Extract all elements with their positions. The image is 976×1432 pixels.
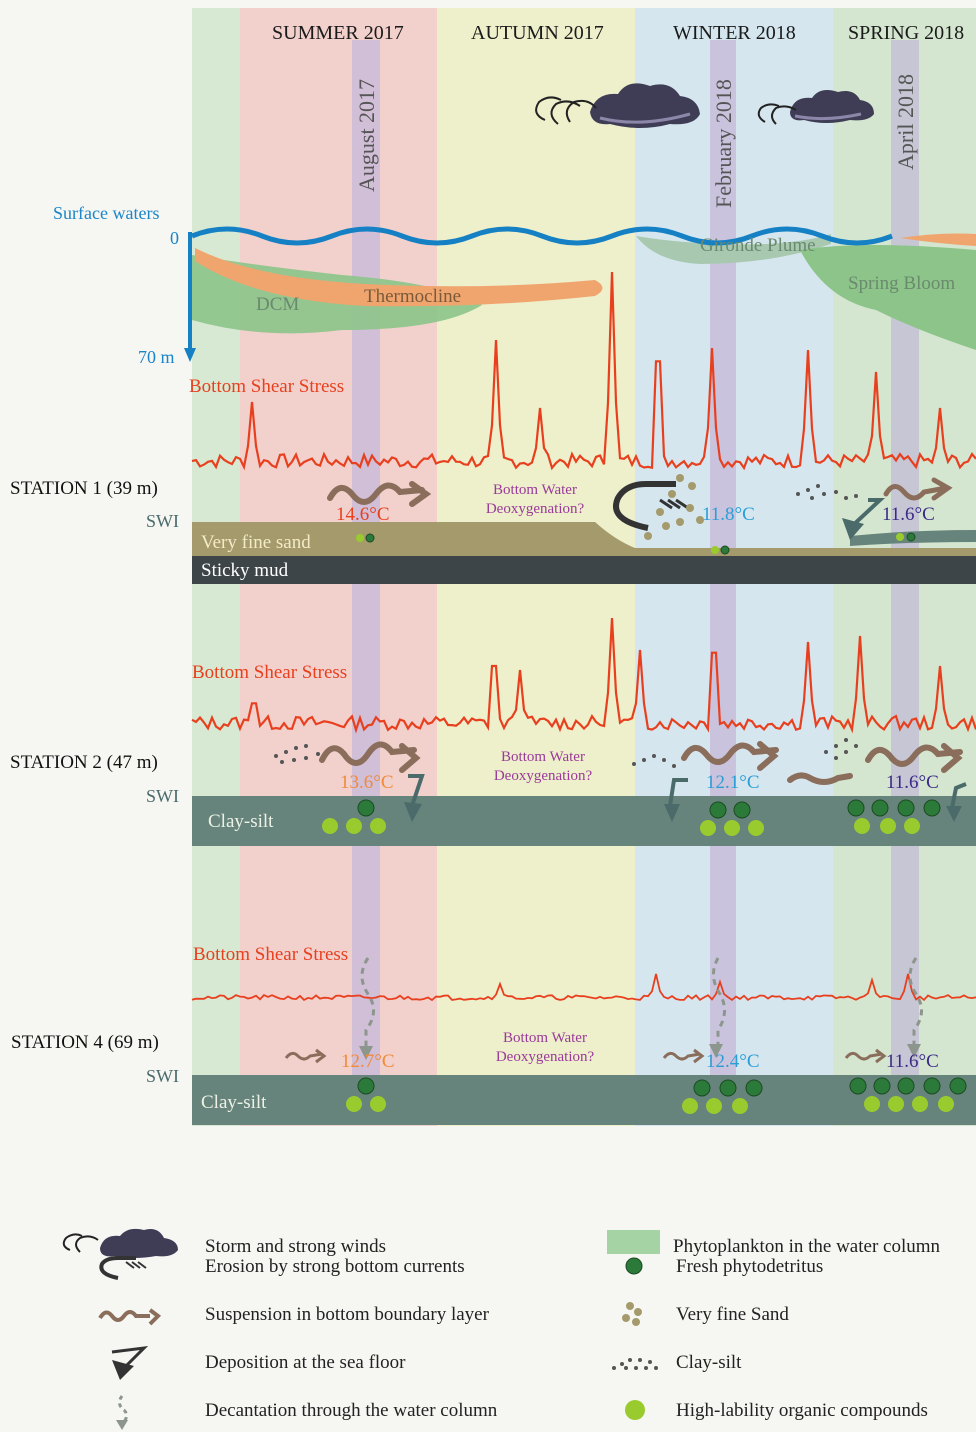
organic-circle-icon bbox=[625, 1400, 645, 1420]
legend-deposition-label: Deposition at the sea floor bbox=[205, 1352, 406, 1373]
spring-bloom-layer bbox=[800, 245, 976, 350]
depth-axis-arrowhead bbox=[184, 348, 196, 362]
clay-dots-icon bbox=[612, 1358, 658, 1370]
station-2-sediment-label: Clay-silt bbox=[208, 811, 274, 832]
station-1-temp-winter: 11.8°C bbox=[702, 504, 755, 525]
station-1-temp-spring: 11.6°C bbox=[882, 504, 935, 525]
wavy-arrow-icon bbox=[883, 477, 953, 501]
sand-dots-icon bbox=[622, 1302, 642, 1326]
erosion-arrow-icon bbox=[613, 481, 689, 531]
gironde-plume-layer bbox=[636, 234, 831, 264]
wavy-arrow-icon bbox=[327, 481, 432, 507]
station-1-label: STATION 1 (39 m) bbox=[10, 478, 158, 499]
legend-organic-label: High-lability organic compounds bbox=[676, 1400, 928, 1421]
thermocline-layer bbox=[195, 248, 603, 307]
station-4-deox-label: Bottom Water Deoxygenation? bbox=[495, 1030, 595, 1065]
legend-phytoplankton-label: Phytoplankton in the water column bbox=[673, 1236, 941, 1257]
phytodetritus-star-icon bbox=[625, 1257, 643, 1275]
surface-wave bbox=[191, 226, 893, 246]
station-2-clay-silt-layer bbox=[192, 796, 976, 846]
shear-stress-trace-station-4 bbox=[191, 973, 976, 1002]
depth-bottom-label: 70 m bbox=[138, 347, 175, 367]
deposition-arrow-icon bbox=[842, 498, 886, 540]
station-2-deox-label: Bottom Water Deoxygenation? bbox=[493, 749, 593, 784]
season-label-autumn: AUTUMN 2017 bbox=[471, 22, 604, 44]
dashed-arrow-heads bbox=[359, 1044, 921, 1060]
station-4-swi-label: SWI bbox=[146, 1066, 179, 1086]
dashed-arrow-icon bbox=[360, 957, 923, 1048]
wavy-arrow-icon bbox=[319, 741, 963, 785]
station-4-clay-silt-layer bbox=[192, 1075, 976, 1125]
month-label-april: April 2018 bbox=[893, 74, 918, 170]
organic-circle-icon bbox=[322, 533, 954, 1114]
station-1-swi-label: SWI bbox=[146, 511, 179, 531]
dcm-label: DCM bbox=[256, 294, 300, 315]
shear-stress-trace-station-2 bbox=[191, 617, 976, 734]
station-1-sand-layer bbox=[192, 522, 976, 558]
phytodetritus-star-icon bbox=[357, 532, 967, 1097]
season-label-winter: WINTER 2018 bbox=[673, 22, 796, 44]
clay-dots-icon bbox=[274, 738, 858, 768]
legend-clay-label: Clay-silt bbox=[676, 1352, 742, 1373]
wavy-arrow-icon bbox=[98, 1308, 162, 1326]
surface-waters-label: Surface waters bbox=[53, 203, 160, 223]
station-1-shear-label: Bottom Shear Stress bbox=[189, 376, 345, 397]
station-2-temp-spring: 11.6°C bbox=[886, 772, 939, 793]
deposition-arrow-icon bbox=[404, 774, 967, 822]
legend-storm-label: Storm and strong winds bbox=[205, 1236, 387, 1257]
spring-thermocline-layer bbox=[900, 233, 976, 246]
station-4-temp-summer: 12.7°C bbox=[341, 1051, 395, 1072]
storm-cloud-icon bbox=[757, 90, 874, 125]
station-4-temp-spring: 11.6°C bbox=[886, 1051, 939, 1072]
station-4-shear-label: Bottom Shear Stress bbox=[193, 944, 349, 965]
legend-erosion-label: Erosion by strong bottom currents bbox=[205, 1256, 465, 1277]
storm-cloud-icon bbox=[62, 1228, 178, 1258]
station-2-shear-label: Bottom Shear Stress bbox=[192, 662, 348, 683]
wavy-arrow-icon bbox=[284, 1048, 887, 1064]
clay-dots-icon bbox=[796, 484, 858, 500]
season-label-spring: SPRING 2018 bbox=[848, 22, 965, 44]
station-4-temp-winter: 12.4°C bbox=[706, 1051, 760, 1072]
thermocline-label: Thermocline bbox=[364, 286, 462, 307]
dashed-arrow-icon bbox=[116, 1395, 129, 1430]
phytoplankton-swatch-icon bbox=[607, 1230, 660, 1254]
season-label-summer: SUMMER 2017 bbox=[272, 22, 404, 44]
station-2-temp-summer: 13.6°C bbox=[340, 772, 394, 793]
station-2-temp-winter: 12.1°C bbox=[706, 772, 760, 793]
month-label-february: February 2018 bbox=[711, 79, 736, 208]
month-label-august: August 2017 bbox=[354, 78, 379, 192]
legend-decantation-label: Decantation through the water column bbox=[205, 1400, 498, 1421]
station-1-mud-layer bbox=[192, 556, 976, 584]
station-1-temp-summer: 14.6°C bbox=[336, 504, 390, 525]
depth-top-label: 0 bbox=[170, 228, 179, 248]
shear-stress-trace-station-1 bbox=[191, 271, 976, 471]
station-2-label: STATION 2 (47 m) bbox=[10, 752, 158, 773]
legend-sand-label: Very fine Sand bbox=[676, 1304, 789, 1325]
station-2-swi-label: SWI bbox=[146, 786, 179, 806]
station-1-sediment-top-label: Very fine sand bbox=[201, 532, 311, 553]
sand-dots-icon bbox=[644, 474, 704, 540]
station-4-label: STATION 4 (69 m) bbox=[11, 1032, 159, 1053]
spring-bloom-label: Spring Bloom bbox=[848, 273, 956, 294]
legend-suspension-label: Suspension in bottom boundary layer bbox=[205, 1304, 489, 1325]
station-1-sediment-bottom-label: Sticky mud bbox=[201, 560, 289, 581]
legend-phytodetritus-label: Fresh phytodetritus bbox=[676, 1256, 824, 1277]
gironde-plume-label: Gironde Plume bbox=[700, 235, 816, 256]
station-1-deox-label: Bottom Water Deoxygenation? bbox=[485, 482, 585, 517]
deposition-arrow-icon bbox=[111, 1345, 149, 1380]
storm-cloud-icon bbox=[535, 83, 700, 128]
erosion-arrow-icon bbox=[99, 1256, 147, 1280]
station-4-sediment-label: Clay-silt bbox=[201, 1092, 267, 1113]
